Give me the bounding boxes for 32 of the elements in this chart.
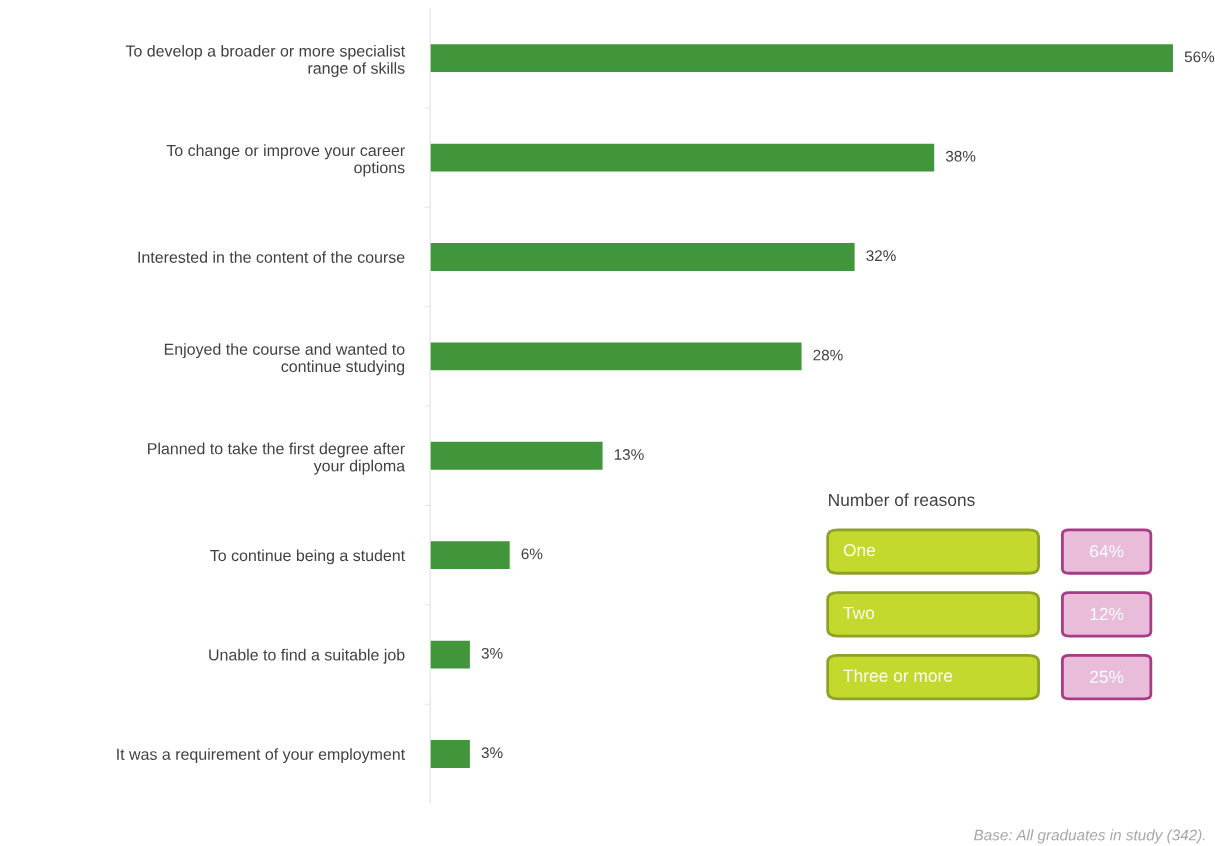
y-tick-label: It was a requirement of your employment — [117, 748, 406, 764]
y-tick-label: Unable to find a suitable job — [209, 648, 405, 664]
bar — [430, 44, 1173, 73]
bar — [430, 740, 470, 768]
data-label: 3% — [481, 747, 503, 759]
y-tick-label: Planned to take the first degree after your diploma — [148, 442, 406, 475]
annotation: Two — [843, 606, 875, 620]
bar — [430, 541, 510, 570]
bar — [430, 243, 855, 271]
y-tick-label: To develop a broader or more specialist range of skills — [125, 44, 406, 78]
data-label: 38% — [945, 150, 976, 162]
y-tick-label: To continue being a student — [210, 549, 406, 565]
annotation: One — [843, 543, 876, 557]
data-label: 6% — [521, 548, 543, 560]
bar — [430, 441, 603, 470]
annotation: 64% — [1090, 545, 1124, 558]
data-label: 28% — [813, 349, 843, 361]
data-label: 56% — [1184, 51, 1215, 63]
annotation: Three or more — [843, 669, 953, 682]
annotation: 12% — [1090, 607, 1124, 621]
bar — [430, 342, 802, 371]
text: Number of reasons — [829, 493, 975, 507]
data-label: 32% — [866, 250, 896, 262]
y-tick-label: Enjoyed the course and wanted to continue studying — [164, 343, 405, 376]
y-tick-label: To change or improve your career options — [166, 144, 405, 177]
data-label: 3% — [481, 647, 503, 659]
bar — [430, 640, 470, 669]
annotation: 25% — [1090, 670, 1124, 683]
bar — [430, 143, 935, 172]
text: Base: All graduates in study (342). — [974, 829, 1205, 844]
y-tick-label: Interested in the content of the course — [138, 251, 405, 263]
data-label: 13% — [614, 449, 644, 460]
